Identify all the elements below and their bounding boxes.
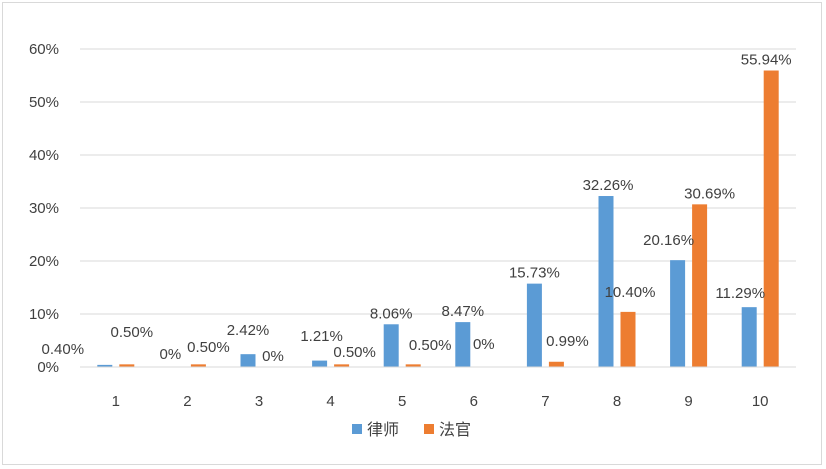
data-label: 0.50% [333,344,376,361]
y-tick-label: 40% [29,147,59,164]
x-tick-label: 7 [541,393,549,410]
data-label: 2.42% [227,322,270,339]
data-label: 20.16% [643,232,694,249]
data-label: 0% [262,348,284,365]
x-tick-label: 1 [112,393,120,410]
data-label: 55.94% [741,52,792,69]
data-label: 1.21% [300,328,343,345]
data-label: 8.47% [442,303,485,320]
bar-series2 [548,361,564,367]
data-label: 0% [473,336,495,353]
bar-series2 [190,364,206,367]
data-label: 0.50% [111,324,154,341]
bar-series2 [692,204,708,367]
legend-label: 律师 [367,420,399,439]
bar-series1 [526,283,542,367]
y-tick-label: 60% [29,41,59,58]
legend-label: 法官 [439,420,471,439]
data-label: 15.73% [509,265,560,282]
x-tick-label: 6 [470,393,478,410]
y-tick-label: 50% [29,94,59,111]
x-tick-label: 4 [326,393,334,410]
bar-series1 [741,307,757,367]
y-tick-label: 10% [29,306,59,323]
bar-series1 [670,260,686,367]
data-label: 10.40% [605,284,656,301]
y-tick-label: 20% [29,253,59,270]
data-label: 0.50% [187,339,230,356]
bar-series2 [405,364,421,367]
y-tick-label: 0% [37,359,59,376]
y-tick-label: 30% [29,200,59,217]
data-label: 0% [160,346,182,363]
x-tick-label: 5 [398,393,406,410]
data-label: 30.69% [684,185,735,202]
bar-series1 [598,196,614,367]
data-label: 0.40% [42,341,85,358]
data-label: 0.99% [546,333,589,350]
data-label: 0.50% [409,337,452,354]
x-tick-label: 10 [752,393,769,410]
bar-series1 [455,322,471,367]
bar-series1 [383,324,399,367]
bar-series2 [119,364,135,367]
data-label: 32.26% [583,177,634,194]
bar-series2 [620,311,636,367]
bar-series2 [334,364,350,367]
bar-series2 [763,70,779,367]
legend-swatch [352,424,362,434]
x-tick-label: 8 [613,393,621,410]
bar-series1 [97,364,113,367]
data-label: 11.29% [715,285,765,302]
data-label: 8.06% [370,305,413,322]
bar-series1 [240,354,256,367]
x-tick-label: 3 [255,393,263,410]
legend-swatch [424,424,434,434]
x-tick-label: 9 [684,393,692,410]
x-tick-label: 2 [183,393,191,410]
bar-series1 [312,360,328,367]
